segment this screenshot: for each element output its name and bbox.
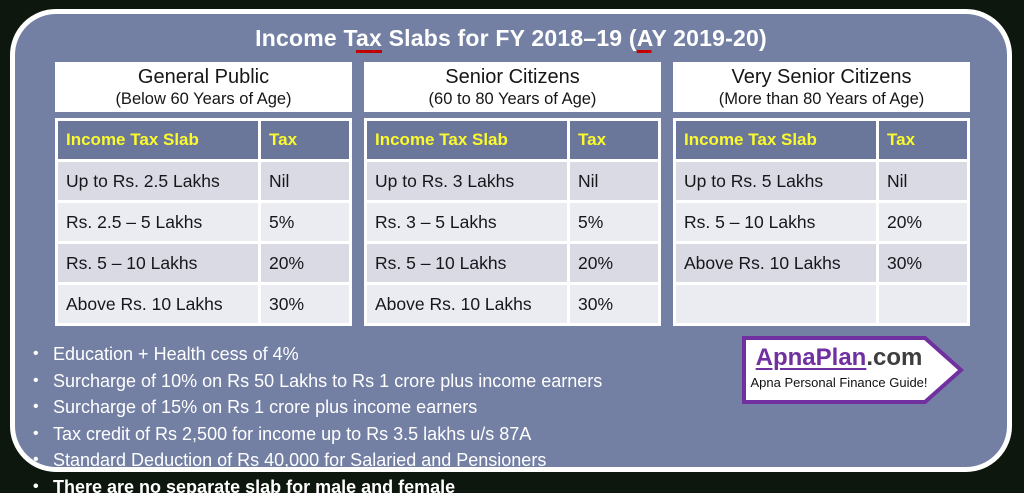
tax-slab-table: Income Tax Slab Tax Up to Rs. 3 Lakhs Nil Rs…: [364, 118, 661, 326]
table-row: Rs. 3 – 5 Lakhs 5%: [364, 200, 661, 244]
slab-column-header: Income Tax Slab: [55, 118, 261, 162]
spellcheck-mark: A: [636, 25, 652, 51]
table-row: Above Rs. 10 Lakhs 30%: [364, 282, 661, 326]
tax-cell: Nil: [876, 159, 970, 203]
slab-cell: Rs. 5 – 10 Lakhs: [55, 241, 261, 285]
table-row: Rs. 5 – 10 Lakhs 20%: [364, 241, 661, 285]
brand-primary: ApnaPlan: [755, 344, 867, 371]
apnaplan-logo: ApnaPlan.com Apna Personal Finance Guide…: [742, 336, 964, 404]
table-title-box: General Public (Below 60 Years of Age): [55, 62, 352, 112]
tax-cell: Nil: [567, 159, 661, 203]
tax-cell: 5%: [567, 200, 661, 244]
slab-cell: Up to Rs. 3 Lakhs: [364, 159, 570, 203]
slab-column-header: Income Tax Slab: [673, 118, 879, 162]
tax-tables: General Public (Below 60 Years of Age) Inc…: [55, 62, 970, 326]
slab-cell: Up to Rs. 2.5 Lakhs: [55, 159, 261, 203]
tax-slab-table: Income Tax Slab Tax Up to Rs. 5 Lakhs Nil Rs…: [673, 118, 970, 326]
spellcheck-mark: ax: [356, 25, 382, 51]
title-text: Income T: [255, 25, 357, 51]
tax-cell: 20%: [567, 241, 661, 285]
tax-column-header: Tax: [258, 118, 352, 162]
brand-suffix: .com: [866, 344, 923, 371]
brand-name: ApnaPlan.com: [750, 345, 928, 371]
slab-cell: Above Rs. 10 Lakhs: [55, 282, 261, 326]
tax-cell: 20%: [876, 200, 970, 244]
tax-table-senior-citizens: Senior Citizens (60 to 80 Years of Age) In…: [364, 62, 661, 326]
title-text: Slabs for FY 2018–19 (: [382, 25, 637, 51]
slab-cell: Rs. 2.5 – 5 Lakhs: [55, 200, 261, 244]
slab-cell: Rs. 5 – 10 Lakhs: [673, 200, 879, 244]
tax-table-very-senior-citizens: Very Senior Citizens (More than 80 Years …: [673, 62, 970, 326]
table-title-box: Senior Citizens (60 to 80 Years of Age): [364, 62, 661, 112]
table-subtitle: (Below 60 Years of Age): [115, 89, 292, 108]
table-row: Rs. 2.5 – 5 Lakhs 5%: [55, 200, 352, 244]
table-row: Rs. 5 – 10 Lakhs 20%: [673, 200, 970, 244]
table-row: Rs. 5 – 10 Lakhs 20%: [55, 241, 352, 285]
page-title: Income Tax Slabs for FY 2018–19 (AY 2019…: [15, 25, 1007, 55]
tax-cell: 30%: [258, 282, 352, 326]
note-item: Standard Deduction of Rs 40,000 for Sala…: [31, 447, 1007, 474]
tax-cell: 30%: [876, 241, 970, 285]
slab-cell: Up to Rs. 5 Lakhs: [673, 159, 879, 203]
table-title: Senior Citizens: [445, 65, 580, 88]
tax-table-general-public: General Public (Below 60 Years of Age) Inc…: [55, 62, 352, 326]
slide: Income Tax Slabs for FY 2018–19 (AY 2019…: [10, 9, 1012, 493]
tax-slab-table: Income Tax Slab Tax Up to Rs. 2.5 Lakhs Nil…: [55, 118, 352, 326]
note-item: Surcharge of 10% on Rs 50 Lakhs to Rs 1 …: [31, 368, 1007, 395]
table-title: Very Senior Citizens: [731, 65, 912, 88]
slab-column-header: Income Tax Slab: [364, 118, 570, 162]
table-title-box: Very Senior Citizens (More than 80 Years …: [673, 62, 970, 112]
table-row: [673, 282, 970, 326]
note-item: There are no separate slab for male and …: [31, 474, 1007, 493]
table-row: Up to Rs. 3 Lakhs Nil: [364, 159, 661, 203]
slab-cell: Above Rs. 10 Lakhs: [364, 282, 570, 326]
table-row: Above Rs. 10 Lakhs 30%: [55, 282, 352, 326]
slab-cell: Rs. 5 – 10 Lakhs: [364, 241, 570, 285]
tax-cell: 20%: [258, 241, 352, 285]
note-item: Tax credit of Rs 2,500 for income up to …: [31, 421, 1007, 448]
logo-pennant-shape: [742, 336, 964, 404]
note-item: Surcharge of 15% on Rs 1 crore plus inco…: [31, 394, 1007, 421]
table-row: Up to Rs. 2.5 Lakhs Nil: [55, 159, 352, 203]
slab-cell: Rs. 3 – 5 Lakhs: [364, 200, 570, 244]
note-item: Education + Health cess of 4%: [31, 341, 1007, 368]
slab-cell: Above Rs. 10 Lakhs: [673, 241, 879, 285]
slab-cell: [673, 282, 879, 326]
notes-list: Education + Health cess of 4%Surcharge o…: [31, 341, 1007, 493]
brand-tagline: Apna Personal Finance Guide!: [750, 375, 928, 390]
table-title: General Public: [137, 65, 270, 88]
table-subtitle: (More than 80 Years of Age): [718, 89, 925, 108]
logo-text: ApnaPlan.com Apna Personal Finance Guide…: [750, 345, 928, 391]
table-subtitle: (60 to 80 Years of Age): [428, 89, 597, 108]
tax-column-header: Tax: [876, 118, 970, 162]
tax-cell: [876, 282, 970, 326]
tax-cell: 30%: [567, 282, 661, 326]
table-row: Up to Rs. 5 Lakhs Nil: [673, 159, 970, 203]
tax-cell: 5%: [258, 200, 352, 244]
title-text: Y 2019-20): [651, 25, 767, 51]
tax-cell: Nil: [258, 159, 352, 203]
tax-column-header: Tax: [567, 118, 661, 162]
table-row: Above Rs. 10 Lakhs 30%: [673, 241, 970, 285]
